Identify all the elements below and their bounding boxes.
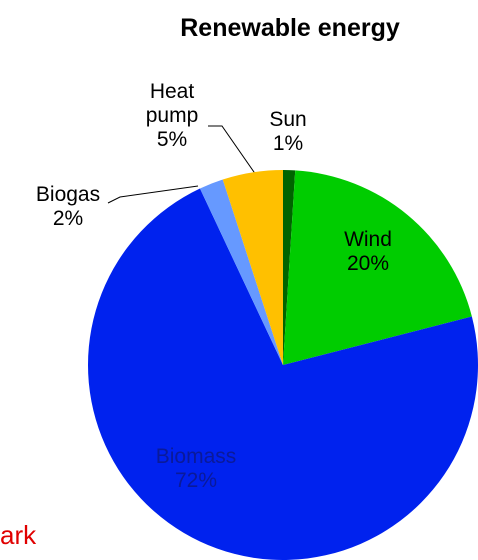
pie-slice <box>283 170 296 365</box>
slice-value: 2% <box>52 207 84 230</box>
annotation: ark <box>0 520 37 550</box>
slice-name: Wind <box>344 228 392 251</box>
slice-label: Sun 1% <box>258 108 318 156</box>
slice-name: Heat pump <box>145 80 199 127</box>
pie-slice <box>199 179 283 365</box>
slice-name: Sun <box>269 108 307 131</box>
pie-slice <box>222 170 283 365</box>
slice-label: Biogas 2% <box>18 183 118 231</box>
slice-value: 1% <box>272 132 304 155</box>
slice-label: Heat pump 5% <box>132 80 212 152</box>
leader-line <box>107 185 199 204</box>
pie-slice <box>283 170 472 365</box>
chart-title: Renewable energy <box>180 14 400 42</box>
slice-name: Biomass <box>155 445 237 468</box>
slice-value: 20% <box>346 252 390 275</box>
slice-name: Biogas <box>35 183 101 206</box>
pie-slice <box>88 188 478 560</box>
slice-value: 5% <box>156 128 188 151</box>
leader-line <box>208 125 257 176</box>
slice-label: Biomass 72% <box>141 445 251 493</box>
slice-label: Wind 20% <box>328 228 408 276</box>
slice-value: 72% <box>174 469 218 492</box>
